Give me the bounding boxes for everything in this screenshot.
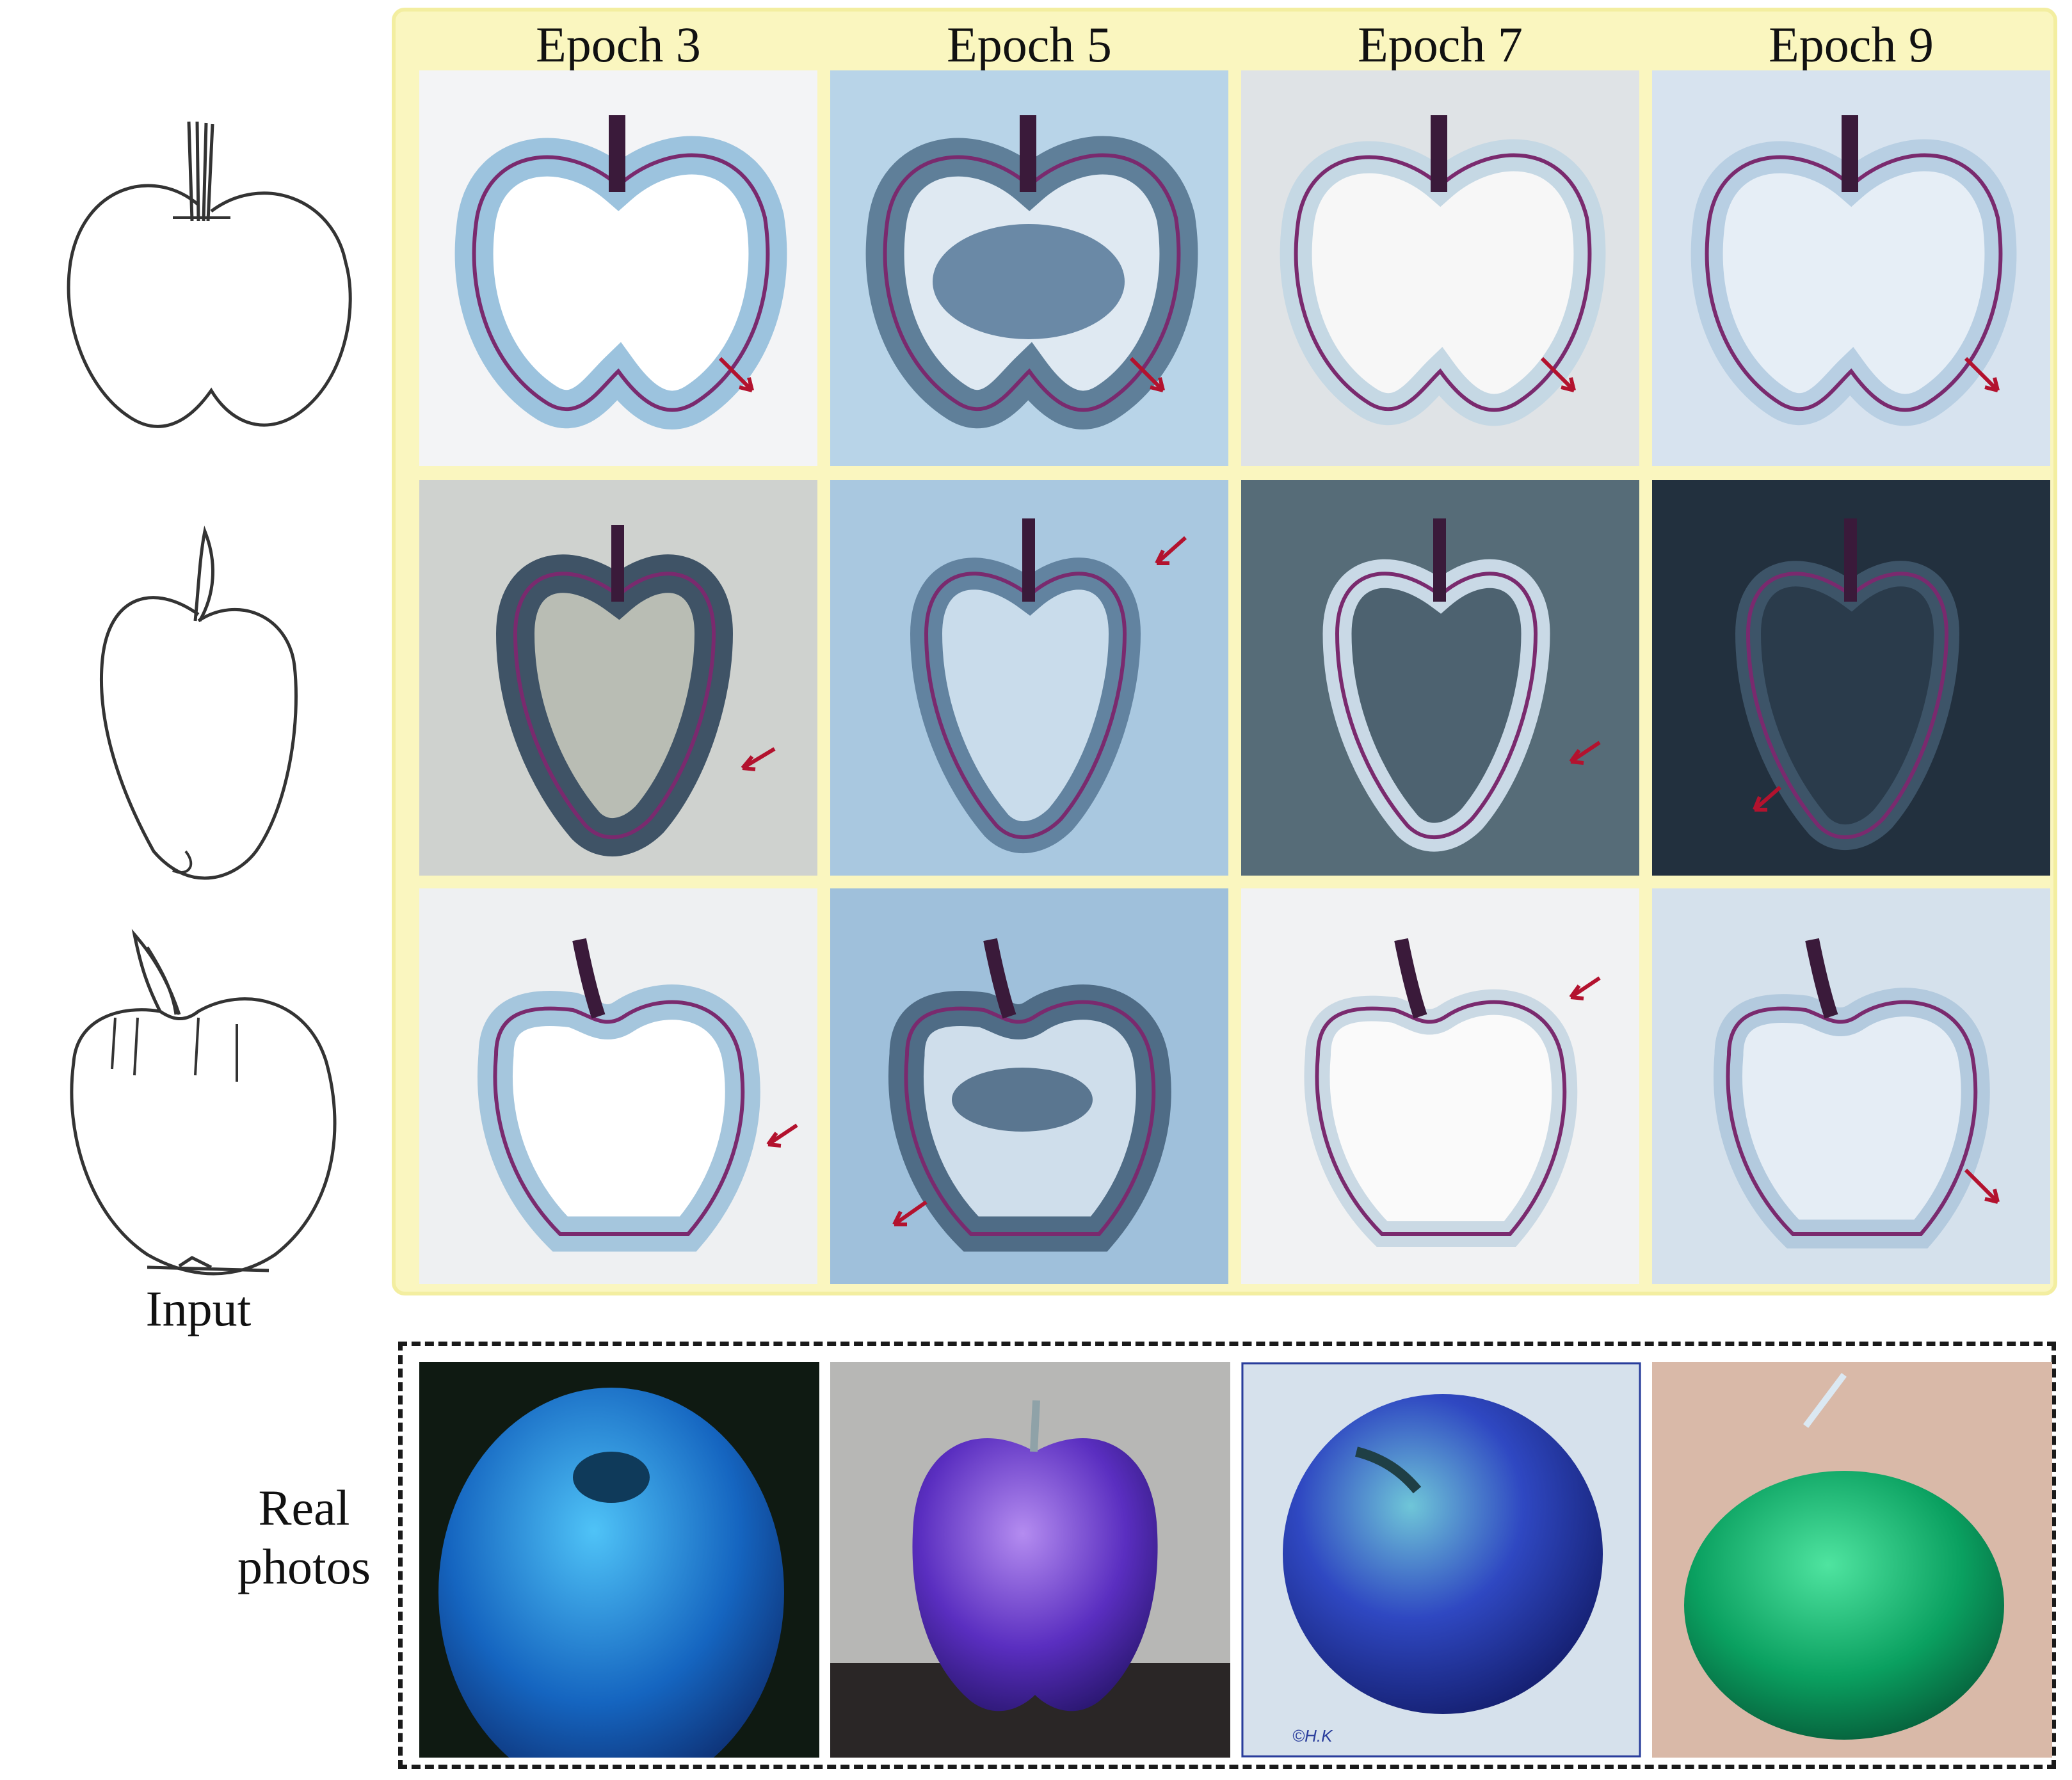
generated-image-r3-e5 <box>830 888 1228 1284</box>
generated-image-r2-e9 <box>1652 480 2050 876</box>
input-sketch-2 <box>26 518 371 902</box>
input-sketch-1 <box>26 115 371 499</box>
real-photos-label-line2: photos <box>237 1539 371 1594</box>
column-header-epoch-9: Epoch 9 <box>1769 17 1934 72</box>
input-sketch-3 <box>26 922 371 1306</box>
generated-image-r1-e5 <box>830 70 1228 466</box>
generated-image-r3-e3 <box>419 888 817 1284</box>
generated-image-r2-e7 <box>1241 480 1639 876</box>
generated-image-r3-e9 <box>1652 888 2050 1284</box>
real-photo-3: ©H.K <box>1241 1362 1641 1758</box>
generated-image-r1-e9 <box>1652 70 2050 466</box>
column-header-epoch-3: Epoch 3 <box>536 17 701 72</box>
real-photo-3-caption: ©H.K <box>1292 1726 1333 1745</box>
generated-image-r2-e3 <box>419 480 817 876</box>
real-photo-2 <box>830 1362 1230 1758</box>
generated-image-r1-e7 <box>1241 70 1639 466</box>
generated-image-r1-e3 <box>419 70 817 466</box>
real-photo-4 <box>1652 1362 2052 1758</box>
generated-image-r2-e5 <box>830 480 1228 876</box>
input-label: Input <box>145 1281 252 1336</box>
generated-image-r3-e7 <box>1241 888 1639 1284</box>
real-photos-label-line1: Real <box>258 1480 350 1535</box>
real-photo-1 <box>419 1362 819 1758</box>
column-header-epoch-7: Epoch 7 <box>1358 17 1523 72</box>
column-header-epoch-5: Epoch 5 <box>947 17 1112 72</box>
real-photos-box <box>398 1342 2056 1769</box>
real-photos-label: Real photos <box>224 1479 384 1596</box>
